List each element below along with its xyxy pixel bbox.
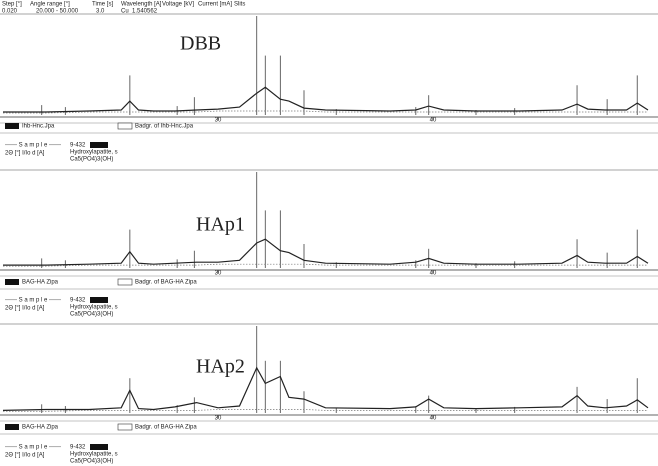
x-tick-label: 40 (430, 271, 437, 277)
legend-label: BAG-HA Zipa (22, 425, 59, 431)
header-value: 3.0 (96, 9, 105, 15)
card-name: Hydroxylapatite, s (70, 150, 118, 156)
background-line (3, 409, 648, 412)
chart-title: HAp1 (196, 214, 245, 236)
card-name: Hydroxylapatite, s (70, 305, 118, 311)
legend-label: Ihb-Hnc.Jpa (22, 124, 55, 130)
header-label: Wavelength [A] (121, 2, 162, 8)
header-label: Angle range [°] (30, 2, 70, 8)
legend-swatch (5, 424, 19, 430)
card-number: 9-432 (70, 445, 86, 451)
legend-swatch (5, 123, 19, 129)
card-columns: 2Θ [°] I/Io d [A] (5, 453, 45, 459)
card-number: 9-432 (70, 298, 86, 304)
background-line (3, 263, 648, 267)
card-formula: Ca5(PO4)3(OH) (70, 157, 113, 163)
pattern-line (2, 366, 649, 411)
x-tick-label: 40 (430, 118, 437, 124)
legend-label: Badgr. of Ihb-Hnc.Jpa (135, 124, 194, 130)
background-line (3, 110, 648, 114)
card-heading: ------ S a m p l e ------ (5, 445, 61, 451)
legend-swatch (117, 122, 133, 130)
card-formula: Ca5(PO4)3(OH) (70, 459, 113, 465)
x-tick-label: 40 (430, 416, 437, 422)
header-label: Current [mA] (198, 2, 232, 8)
pattern-line (3, 238, 649, 266)
card-swatch (90, 444, 108, 450)
card-name: Hydroxylapatite, s (70, 452, 118, 458)
chart-title: DBB (180, 33, 221, 55)
legend-label: BAG-HA Zipa (22, 280, 59, 286)
card-formula: Ca5(PO4)3(OH) (70, 312, 113, 318)
header-label: Time [s] (92, 2, 113, 8)
header-label: Voltage [kV] (162, 2, 194, 8)
card-swatch (90, 297, 108, 303)
header-value: 20.000 - 50.000 (36, 9, 79, 15)
card-number: 9-432 (70, 143, 86, 149)
chart-title: HAp2 (196, 356, 245, 378)
card-columns: 2Θ [°] I/Io d [A] (5, 306, 45, 312)
card-heading: ------ S a m p l e ------ (5, 143, 61, 149)
legend-swatch (117, 278, 133, 286)
header-label: Step [°] (2, 2, 22, 8)
legend-label: Badgr. of BAG-HA Zipa (135, 425, 197, 431)
header-value: Cu (121, 9, 129, 15)
header-label: Slits (234, 2, 245, 8)
card-swatch (90, 142, 108, 148)
card-columns: 2Θ [°] I/Io d [A] (5, 151, 45, 157)
card-heading: ------ S a m p l e ------ (5, 298, 61, 304)
x-tick-label: 30 (215, 118, 222, 124)
pattern-line (3, 86, 649, 113)
x-tick-label: 30 (215, 416, 222, 422)
legend-swatch (5, 279, 19, 285)
x-tick-label: 30 (215, 271, 222, 277)
legend-label: Badgr. of BAG-HA Zipa (135, 280, 197, 286)
legend-swatch (117, 423, 133, 431)
header-value: 0.020 (2, 9, 18, 15)
header-value: 1.540562 (132, 9, 158, 15)
